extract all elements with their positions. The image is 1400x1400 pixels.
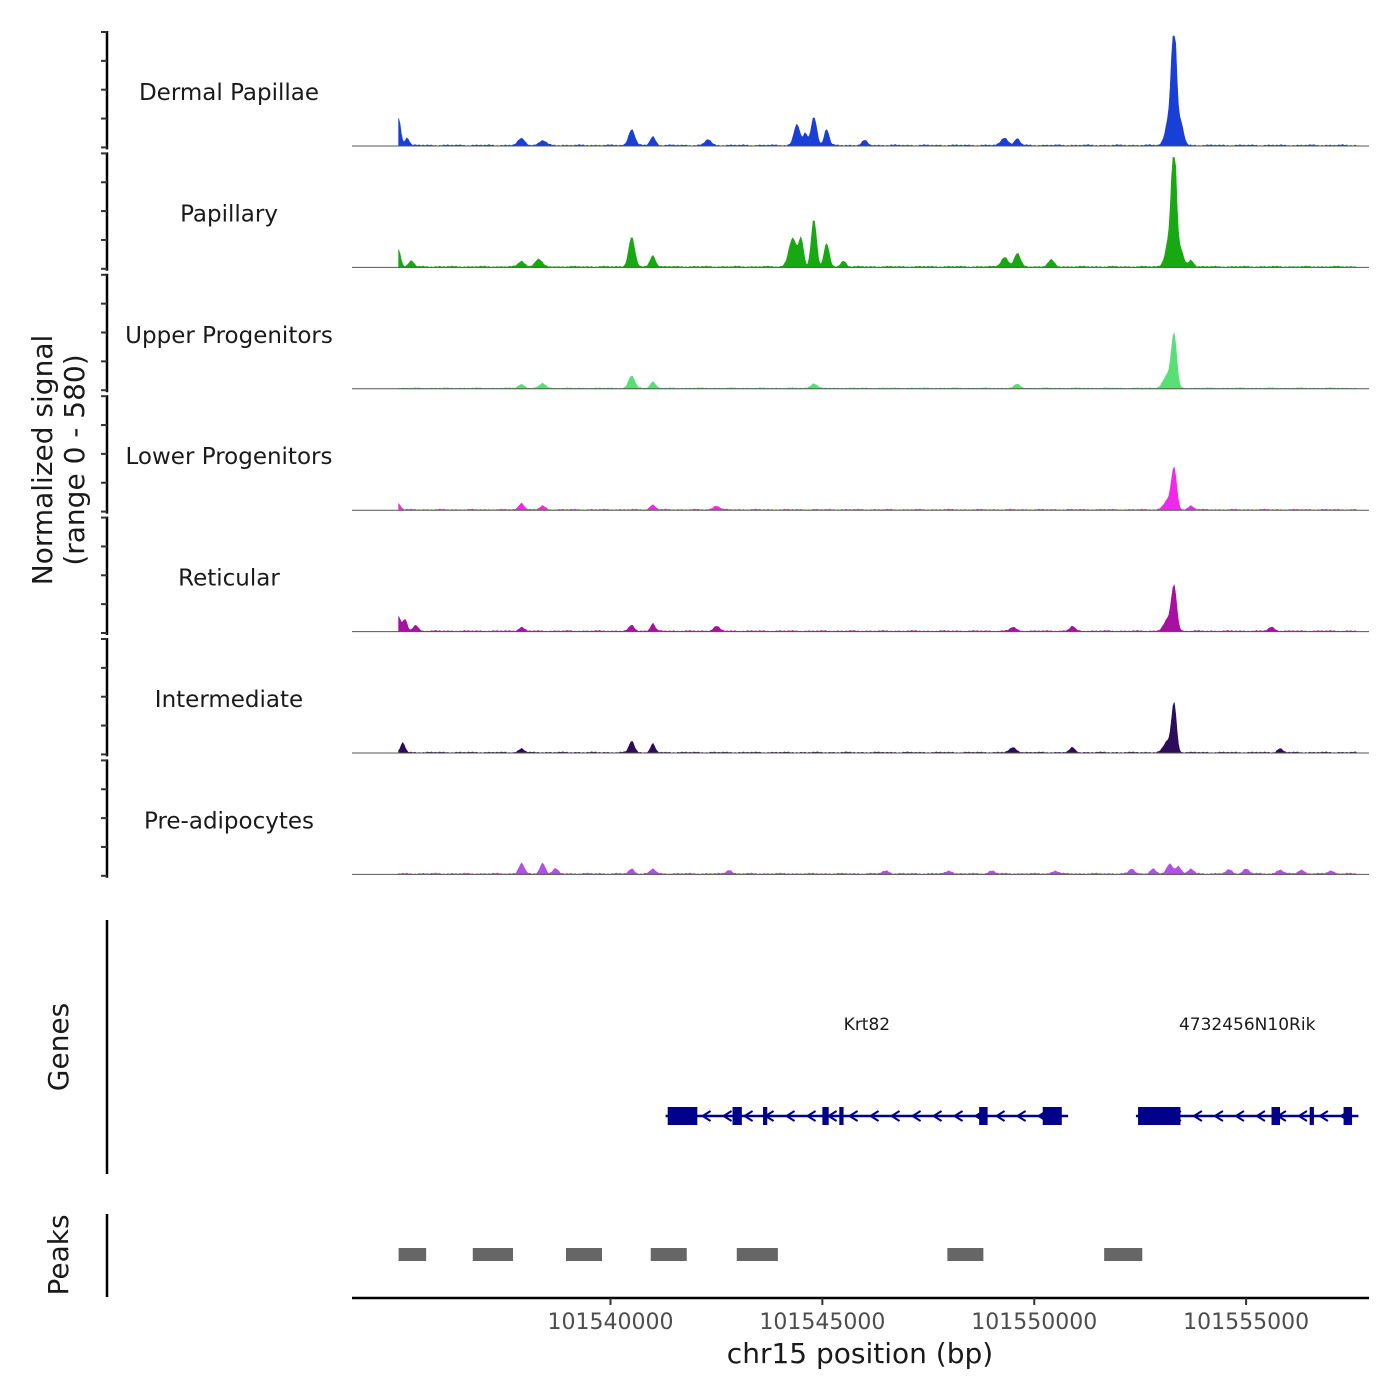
peak-region <box>565 1248 603 1261</box>
exon <box>1042 1107 1062 1125</box>
exon <box>839 1107 844 1125</box>
x-tick-label: 101540000 <box>547 1310 673 1335</box>
signal-area-papillary <box>398 157 1357 268</box>
strand-arrow <box>910 1110 922 1122</box>
track-label: Dermal Papillae <box>139 80 319 106</box>
gene-4732456n10rik: 4732456N10Rik <box>1135 1015 1359 1125</box>
y-axis-range: (range 0 - 580) <box>58 354 91 565</box>
x-tick-label: 101550000 <box>971 1310 1097 1335</box>
strand-arrow <box>952 1110 964 1122</box>
strand-arrow <box>1213 1110 1224 1122</box>
peak-regions <box>398 1248 1143 1261</box>
exon <box>763 1107 768 1125</box>
peaks-panel-label: Peaks <box>42 1214 75 1295</box>
peak-region <box>398 1248 427 1261</box>
strand-arrow <box>847 1110 859 1122</box>
strand-arrow <box>994 1110 1006 1122</box>
signal-area-upper-progenitors <box>398 331 1357 390</box>
track-upper-progenitors: Upper Progenitors <box>101 273 1369 393</box>
strand-arrow <box>721 1110 733 1122</box>
signal-area-pre-adipocytes <box>398 862 1357 875</box>
signal-area-reticular <box>398 584 1357 632</box>
strand-arrow <box>805 1110 817 1122</box>
strand-arrow <box>889 1110 901 1122</box>
track-dermal-papillae: Dermal Papillae <box>101 31 1369 150</box>
peaks-panel: Peaks <box>42 1214 1143 1297</box>
track-label: Intermediate <box>155 687 303 713</box>
strand-arrow <box>868 1110 880 1122</box>
strand-arrow <box>1318 1110 1329 1122</box>
signal-area-intermediate <box>398 702 1357 754</box>
signal-area-lower-progenitors <box>398 466 1357 511</box>
exon <box>732 1107 742 1125</box>
strand-arrow <box>742 1110 754 1122</box>
peak-region <box>472 1248 514 1261</box>
strand-arrow <box>1255 1110 1266 1122</box>
strand-arrow <box>784 1110 796 1122</box>
x-tick-label: 101545000 <box>759 1310 885 1335</box>
gene-krt82: Krt82 <box>665 1015 1069 1125</box>
track-lower-progenitors: Lower Progenitors <box>101 395 1369 514</box>
track-intermediate: Intermediate <box>101 638 1369 757</box>
exon <box>1138 1107 1181 1125</box>
y-axis-title: Normalized signal <box>26 335 59 586</box>
genes-panel: Genes Krt82 4732456N10Rik <box>42 920 1359 1174</box>
peak-region <box>736 1248 778 1261</box>
track-label: Reticular <box>178 566 280 592</box>
x-axis-title: chr15 position (bp) <box>727 1337 993 1370</box>
exon <box>822 1107 829 1125</box>
exon <box>1271 1107 1281 1125</box>
track-label: Upper Progenitors <box>125 323 333 349</box>
strand-arrow <box>1297 1110 1308 1122</box>
strand-arrow <box>1234 1110 1245 1122</box>
coverage-tracks: Dermal Papillae Papillary Upper Progenitor… <box>101 31 1369 878</box>
track-label: Pre-adipocytes <box>144 808 314 834</box>
track-pre-adipocytes: Pre-adipocytes <box>101 759 1369 878</box>
x-axis: 101540000 101545000 101550000 101555000 chr… <box>352 1296 1369 1370</box>
peak-region <box>947 1248 984 1261</box>
peak-region <box>1104 1248 1143 1261</box>
y-axis-title-line2: (range 0 - 580) <box>58 354 91 565</box>
signal-area-dermal-papillae <box>398 35 1357 147</box>
genes-panel-label: Genes <box>42 1003 75 1091</box>
peak-region <box>650 1248 687 1261</box>
strand-arrow <box>700 1110 712 1122</box>
gene-models: Krt82 4732456N10Rik <box>665 1015 1359 1125</box>
exon <box>1343 1107 1353 1125</box>
gene-label: Krt82 <box>844 1015 890 1035</box>
gene-label: 4732456N10Rik <box>1179 1015 1316 1035</box>
strand-arrow <box>1192 1110 1203 1122</box>
track-reticular: Reticular <box>101 516 1369 635</box>
strand-arrow <box>931 1110 943 1122</box>
track-papillary: Papillary <box>101 152 1369 271</box>
strand-arrow <box>1015 1110 1027 1122</box>
y-axis-title-line1: Normalized signal <box>26 335 59 586</box>
exon <box>667 1107 698 1125</box>
exon <box>1309 1107 1314 1125</box>
x-axis-ticks: 101540000 101545000 101550000 101555000 <box>547 1298 1309 1335</box>
exon <box>979 1107 988 1125</box>
track-label: Papillary <box>180 201 278 227</box>
x-tick-label: 101555000 <box>1183 1310 1309 1335</box>
track-label: Lower Progenitors <box>126 444 333 470</box>
